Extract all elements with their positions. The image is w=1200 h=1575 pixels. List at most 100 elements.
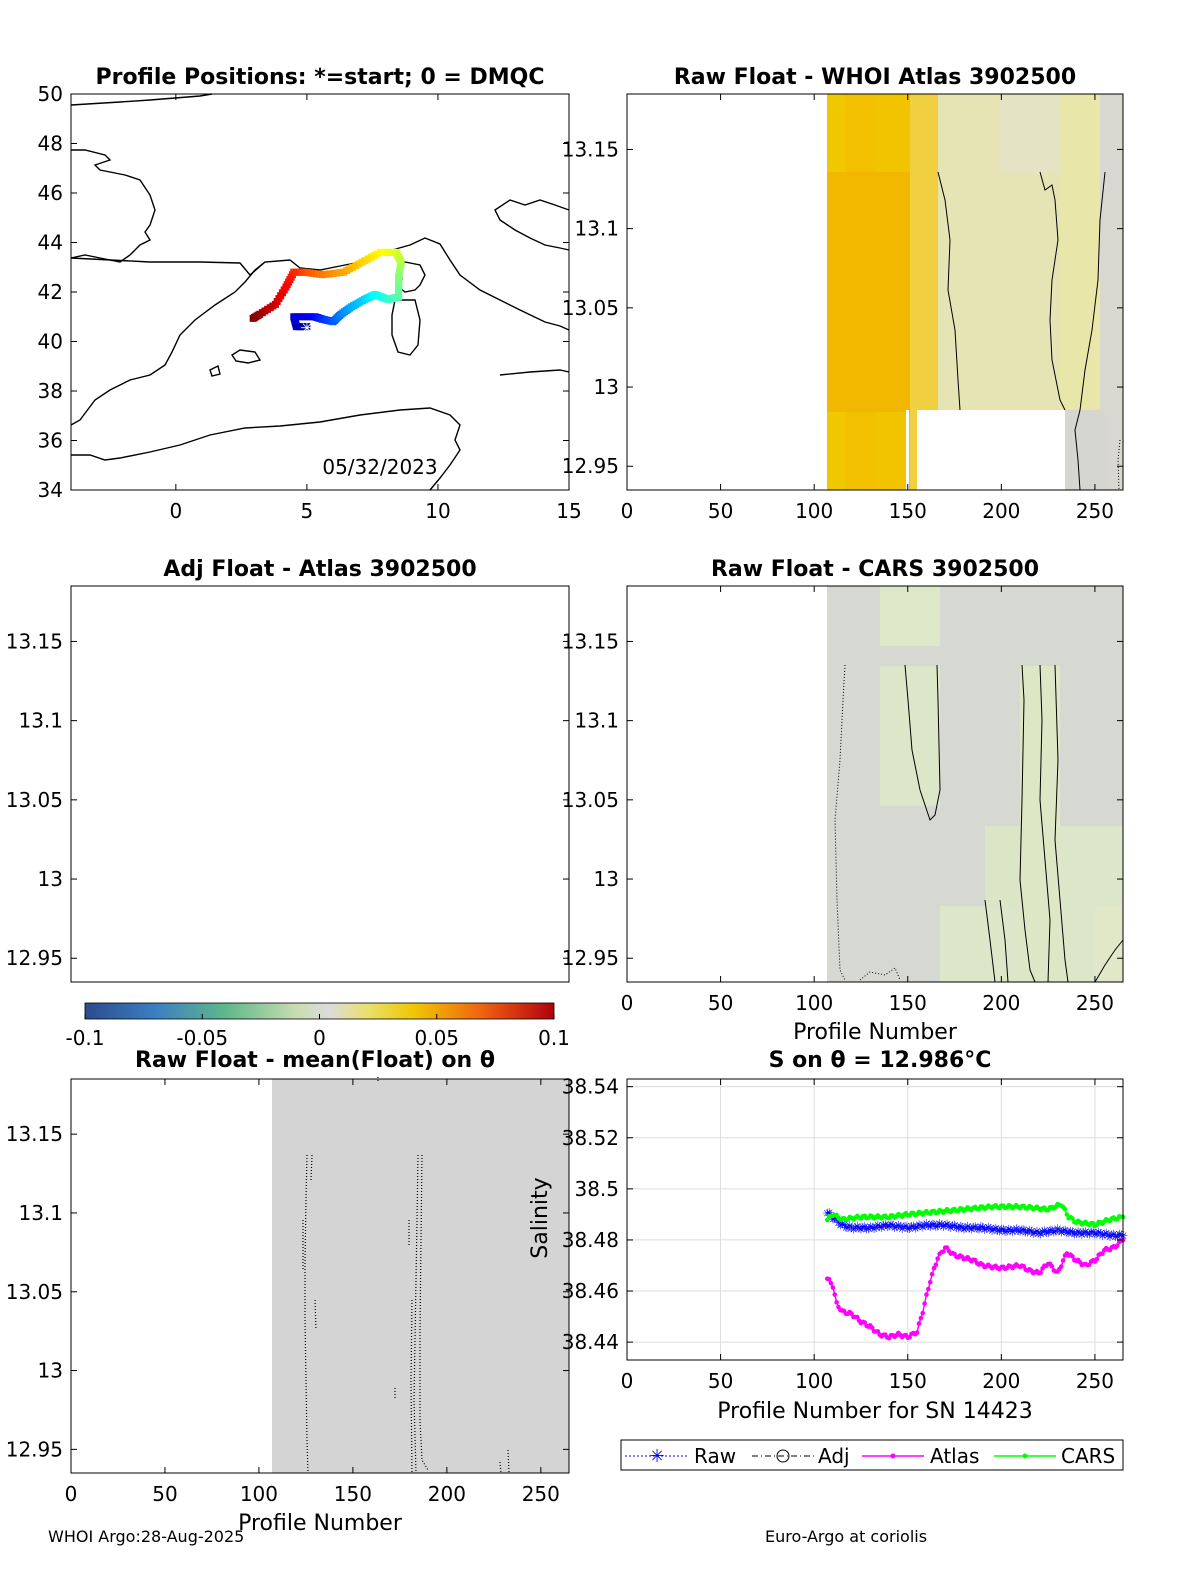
data-point: ✳ [993, 1224, 1003, 1238]
data-point: ✳ [1096, 1227, 1106, 1241]
data-point: ✳ [824, 1206, 834, 1220]
data-point [1064, 1212, 1070, 1217]
legend-atlas-marker [890, 1453, 896, 1459]
data-point: ✳ [955, 1219, 965, 1233]
salinity-y-ticks: 38.44 38.46 38.48 38.5 38.52 38.54 [562, 1075, 1123, 1354]
data-point: ✳ [979, 1223, 989, 1237]
data-point: ✳ [938, 1220, 948, 1234]
x-tick-label: 0 [621, 499, 634, 523]
data-point: ✳ [929, 1218, 939, 1232]
data-point: ✳ [1032, 1224, 1042, 1238]
data-point [869, 1325, 875, 1331]
data-point: ✳ [1013, 1224, 1023, 1238]
colorbar-tick-label: 0.1 [538, 1026, 570, 1050]
x-tick-label: 200 [428, 1482, 466, 1506]
float-track: ✳ [249, 248, 405, 338]
data-point: ✳ [953, 1221, 963, 1235]
data-point: ✳ [970, 1220, 980, 1234]
x-tick-label: 200 [982, 1369, 1020, 1393]
legend-raw-marker: ✳ [649, 1446, 664, 1467]
data-point: ✳ [921, 1217, 931, 1231]
data-point: ✳ [1002, 1224, 1012, 1238]
data-point [1049, 1263, 1055, 1269]
x-tick-label: 0 [65, 1482, 78, 1506]
raw-mean-title: Raw Float - mean(Float) on θ [135, 1048, 495, 1073]
data-point: ✳ [1017, 1223, 1027, 1237]
data-point: ✳ [1097, 1229, 1107, 1243]
data-point: ✳ [1051, 1224, 1061, 1238]
raw-cars-y-ticks: 12.95 13 13.05 13.1 13.15 [562, 629, 1123, 970]
data-point: ✳ [1028, 1227, 1038, 1241]
adj-atlas-title: Adj Float - Atlas 3902500 [163, 557, 476, 582]
salinity-series: ✳✳✳✳✳✳✳✳✳✳✳✳✳✳✳✳✳✳✳✳✳✳✳✳✳✳✳✳✳✳✳✳✳✳✳✳✳✳✳✳… [822, 1201, 1128, 1341]
data-point: ✳ [886, 1218, 896, 1232]
raw-cars-frame [626, 585, 1124, 983]
data-point: ✳ [978, 1220, 988, 1234]
data-point: ✳ [1071, 1227, 1081, 1241]
data-point: ✳ [1021, 1226, 1031, 1240]
y-tick-label: 13.1 [18, 1201, 63, 1225]
data-point [922, 1301, 927, 1306]
adj-atlas-y-ticks: 12.95 13 13.05 13.1 13.15 [6, 629, 569, 970]
data-point: ✳ [1000, 1225, 1010, 1239]
data-point: ✳ [1037, 1225, 1047, 1239]
contour-line [904, 664, 941, 821]
data-point: ✳ [981, 1222, 991, 1236]
data-point [854, 1314, 860, 1320]
data-point: ✳ [1114, 1228, 1124, 1242]
data-point: ✳ [927, 1218, 937, 1232]
data-point: ✳ [950, 1219, 960, 1233]
heat-cell [880, 666, 940, 806]
data-point [1070, 1254, 1075, 1259]
data-point [1070, 1216, 1075, 1221]
map-panel: Profile Positions: *=start; 0 = DMQC ✳ 0… [38, 65, 582, 523]
y-tick-label: 38.5 [574, 1177, 619, 1201]
data-point: ✳ [845, 1219, 855, 1233]
adj-atlas-frame [70, 585, 570, 983]
data-point: ✳ [908, 1219, 918, 1233]
data-point [924, 1292, 929, 1297]
data-point: ✳ [1075, 1226, 1085, 1240]
x-tick-label: 100 [795, 991, 833, 1015]
data-point: ✳ [1082, 1227, 1092, 1241]
data-point [914, 1330, 920, 1335]
data-point: ✳ [888, 1218, 898, 1232]
data-point: ✳ [1009, 1224, 1019, 1238]
raw-atlas-x-ticks: 0 50 100 150 200 250 [621, 94, 1114, 523]
coastline-north-africa [71, 407, 461, 491]
data-point: ✳ [1047, 1224, 1057, 1238]
map-y-ticks: 34 36 38 40 42 44 46 48 50 [38, 82, 569, 502]
data-point: ✳ [895, 1220, 905, 1234]
data-point: ✳ [1105, 1230, 1115, 1244]
data-point: ✳ [839, 1218, 849, 1232]
data-point: ✳ [946, 1221, 956, 1235]
data-point: ✳ [1062, 1226, 1072, 1240]
data-point: ✳ [968, 1221, 978, 1235]
heat-cell [1065, 410, 1105, 490]
x-tick-label: 0 [169, 499, 182, 523]
data-point: ✳ [841, 1221, 851, 1235]
data-point: ✳ [1090, 1227, 1100, 1241]
data-point [1115, 1243, 1120, 1248]
colorbar-tick-label: -0.05 [176, 1026, 228, 1050]
legend-cars-marker [1022, 1453, 1028, 1459]
data-point: ✳ [983, 1220, 993, 1234]
heat-cell [1000, 94, 1060, 174]
data-point: ✳ [903, 1222, 913, 1236]
contour-line [1074, 171, 1106, 491]
y-tick-label: 38.52 [562, 1126, 619, 1150]
y-tick-label: 48 [38, 132, 63, 156]
colorbar-tick-label: 0.05 [414, 1026, 459, 1050]
data-point: ✳ [848, 1223, 858, 1237]
raw-atlas-title: Raw Float - WHOI Atlas 3902500 [674, 65, 1076, 90]
data-point: ✳ [1067, 1225, 1077, 1239]
data-point: ✳ [963, 1220, 973, 1234]
data-point: ✳ [869, 1222, 879, 1236]
y-tick-label: 12.95 [6, 1437, 63, 1461]
contour-line [1019, 664, 1036, 983]
data-point: ✳ [910, 1221, 920, 1235]
y-tick-label: 13.05 [6, 1280, 63, 1304]
data-point: ✳ [1073, 1225, 1083, 1239]
x-tick-label: 50 [708, 1369, 733, 1393]
